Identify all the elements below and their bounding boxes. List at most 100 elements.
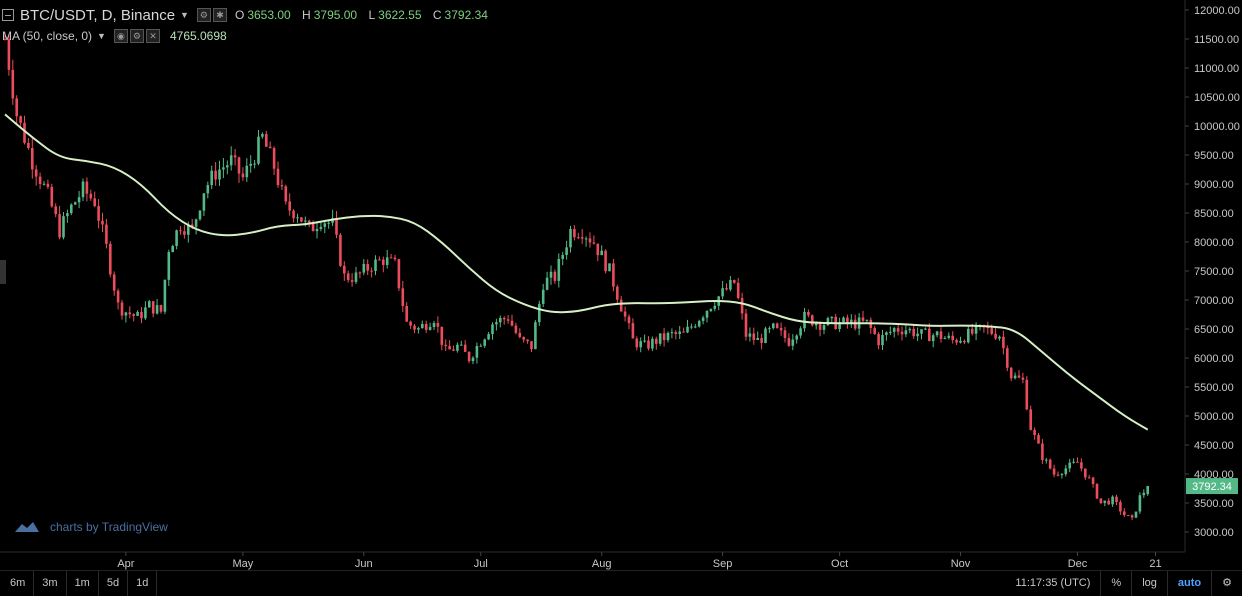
bottom-toolbar: 6m 3m 1m 5d 1d 11:17:35 (UTC) % log auto…	[0, 570, 1242, 596]
candle-body	[549, 271, 553, 278]
candle-body	[245, 165, 249, 178]
candle-body	[514, 325, 518, 333]
candle-body	[900, 331, 904, 335]
utc-clock[interactable]: 11:17:35 (UTC)	[1015, 577, 1091, 589]
candle-body	[530, 341, 533, 350]
price-tick-label: 3500.00	[1194, 498, 1234, 510]
candle-body	[58, 214, 61, 238]
candle-body	[1146, 486, 1149, 495]
collapse-icon[interactable]	[2, 9, 14, 21]
candle-body	[873, 327, 876, 334]
time-tick-label: Jul	[474, 558, 488, 570]
candle-body	[448, 346, 451, 350]
range-1m-button[interactable]: 1m	[67, 570, 99, 596]
candle-body	[389, 257, 393, 259]
price-tick-label: 10500.00	[1194, 92, 1240, 104]
candle-body	[795, 335, 798, 340]
candle-body	[475, 345, 479, 358]
candle-body	[928, 328, 931, 342]
candle-body	[709, 308, 713, 311]
candle-body	[11, 69, 15, 99]
candle-body	[311, 223, 315, 232]
candle-body	[499, 317, 502, 323]
settings-icon[interactable]: ⚙	[196, 8, 211, 22]
candle-body	[38, 176, 42, 184]
candle-body	[233, 155, 237, 158]
candle-body	[896, 328, 900, 332]
candle-body	[81, 181, 85, 198]
range-6m-button[interactable]: 6m	[0, 570, 35, 596]
candle-body	[1084, 468, 1087, 478]
range-5d-button[interactable]: 5d	[99, 570, 129, 596]
candle-body	[1002, 336, 1005, 349]
price-tick-label: 7500.00	[1194, 266, 1234, 278]
indicator-label[interactable]: MA (50, close, 0)	[2, 29, 93, 43]
price-chart[interactable]: 3000.00 3500.00 4000.00 4500.00 5000.00 5500.…	[0, 0, 1242, 570]
candle-body	[967, 328, 970, 343]
candle-body	[1080, 462, 1083, 469]
percent-scale-button[interactable]: %	[1100, 571, 1131, 596]
candle-body	[947, 335, 951, 338]
candle-body	[124, 312, 128, 316]
candle-body	[1111, 496, 1114, 505]
time-tick-label: Oct	[831, 558, 848, 570]
range-3m-button[interactable]: 3m	[34, 570, 67, 596]
high-value: 3795.00	[313, 8, 358, 22]
ohlc-values: O 3653.00 H 3795.00 L 3622.55 C 3792.34	[235, 8, 496, 22]
candle-body	[1072, 461, 1075, 463]
price-tick-label: 12000.00	[1194, 5, 1240, 17]
candle-body	[604, 250, 607, 272]
range-1d-button[interactable]: 1d	[128, 570, 158, 596]
low-key: L	[368, 8, 376, 22]
candle-body	[713, 305, 717, 309]
candle-body	[272, 148, 276, 169]
price-tick-label: 9000.00	[1194, 179, 1234, 191]
candle-body	[955, 340, 958, 343]
candle-body	[385, 257, 389, 266]
auto-scale-button[interactable]: auto	[1166, 571, 1211, 596]
candle-body	[752, 333, 756, 340]
candle-body	[865, 319, 869, 321]
settings-icon[interactable]: ⚙	[129, 29, 144, 43]
candle-body	[912, 328, 915, 337]
chevron-down-icon[interactable]: ▼	[97, 31, 106, 41]
log-scale-button[interactable]: log	[1131, 571, 1167, 596]
candle-body	[510, 320, 514, 326]
price-tick-label: 8000.00	[1194, 237, 1234, 249]
candle-body	[892, 328, 896, 332]
eye-icon[interactable]: ◉	[113, 29, 128, 43]
watermark-text: charts by TradingView	[50, 520, 168, 534]
candle-body	[487, 334, 490, 340]
candle-body	[557, 258, 561, 281]
candle-body	[690, 326, 693, 328]
candle-body	[580, 237, 584, 239]
candle-body	[643, 340, 646, 342]
candle-body	[822, 325, 826, 330]
candle-body	[471, 357, 475, 362]
candle-body	[241, 173, 245, 178]
candle-body	[647, 340, 650, 349]
symbol-title[interactable]: BTC/USDT, D, Binance	[20, 6, 176, 24]
open-key: O	[234, 8, 245, 22]
high-key: H	[302, 8, 311, 22]
price-tick-label: 8500.00	[1194, 208, 1234, 220]
candle-body	[541, 289, 545, 304]
tradingview-watermark[interactable]: charts by TradingView	[14, 520, 168, 534]
candle-body	[284, 186, 288, 202]
candle-body	[904, 330, 908, 335]
candle-body	[300, 217, 303, 222]
candle-body	[608, 263, 611, 272]
candle-body	[405, 306, 408, 322]
chevron-down-icon[interactable]: ▼	[180, 10, 189, 20]
candle-body	[655, 338, 658, 344]
candle-body	[748, 333, 752, 337]
gear-icon[interactable]: ✱	[212, 8, 227, 22]
candle-body	[787, 338, 791, 346]
candle-body	[725, 288, 728, 290]
scroll-handle[interactable]	[0, 260, 6, 284]
candle-body	[315, 228, 319, 232]
candle-body	[627, 316, 631, 324]
candle-body	[432, 322, 436, 327]
gear-icon[interactable]: ⚙	[1211, 571, 1242, 596]
close-icon[interactable]: ✕	[145, 29, 160, 43]
